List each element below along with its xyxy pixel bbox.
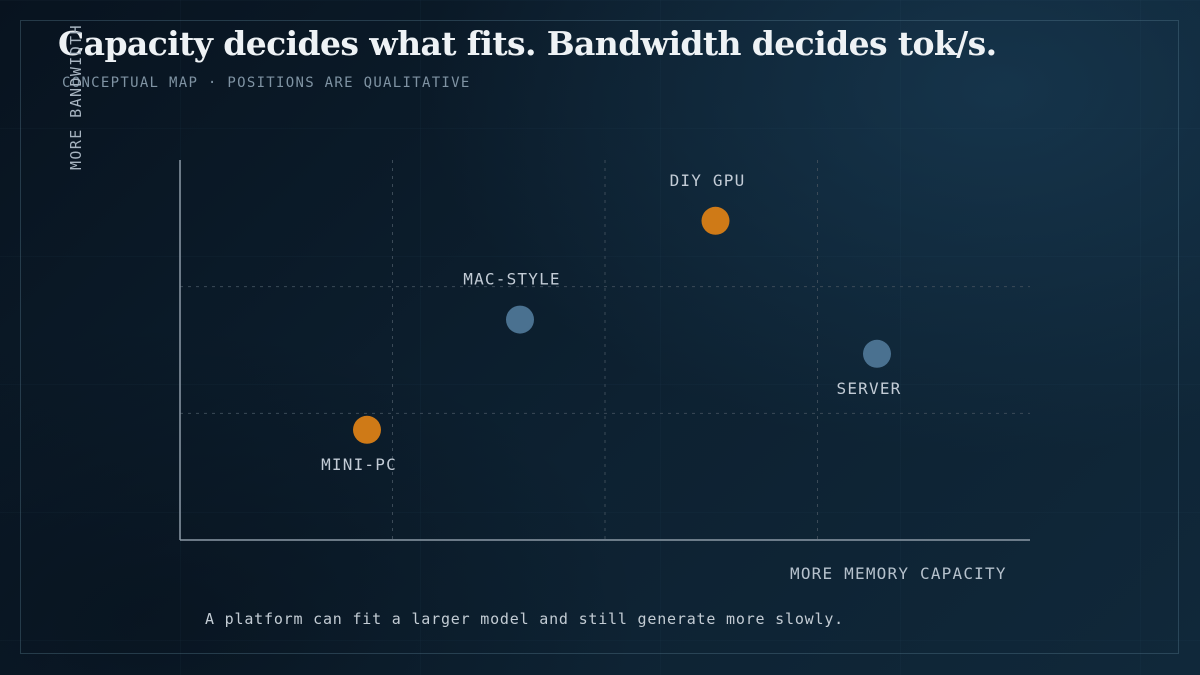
axes — [179, 160, 1030, 541]
point-label: DIY GPU — [670, 171, 746, 190]
slide-subtitle: CONCEPTUAL MAP · POSITIONS ARE QUALITATI… — [62, 75, 471, 91]
footnote: A platform can fit a larger model and st… — [205, 610, 844, 628]
point-label: MINI-PC — [321, 455, 397, 474]
point-label: SERVER — [837, 379, 902, 398]
point-diy-gpu: DIY GPU — [670, 171, 746, 235]
point-marker — [863, 339, 891, 368]
point-mac-style: MAC-STYLE — [463, 270, 561, 334]
point-server: SERVER — [837, 339, 902, 398]
point-marker — [353, 415, 381, 444]
y-axis-label: MORE BANDWIDTH — [67, 23, 85, 170]
grid-lines — [180, 160, 1030, 540]
point-mini-pc: MINI-PC — [321, 415, 397, 474]
point-label: MAC-STYLE — [463, 270, 561, 289]
point-marker — [701, 206, 730, 235]
slide-frame — [20, 20, 1179, 654]
data-points: DIY GPU MAC-STYLE SERVER MINI-PC — [321, 171, 902, 474]
point-marker — [506, 305, 534, 334]
x-axis-label: MORE MEMORY CAPACITY — [790, 564, 1007, 583]
slide-title: Capacity decides what fits. Bandwidth de… — [58, 24, 997, 63]
